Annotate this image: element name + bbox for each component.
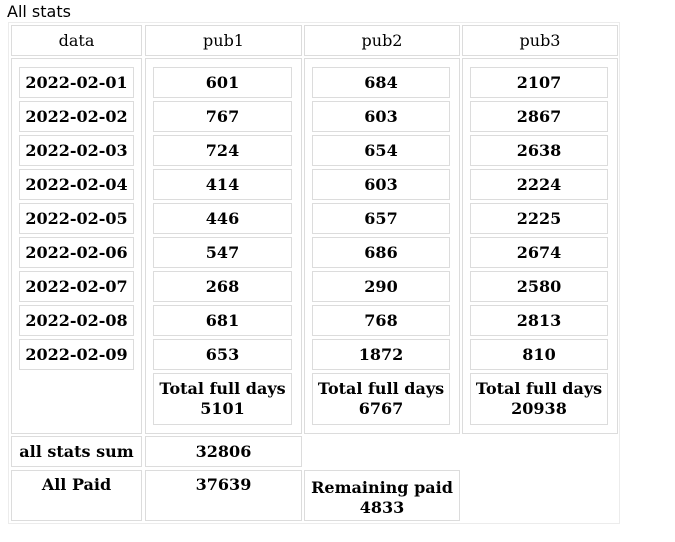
date-cell: 2022-02-07	[19, 271, 134, 302]
value-cell: 2867	[470, 101, 608, 132]
pub3-column: 2107 2867 2638 2224 2225 2674 2580 2813 810 Total…	[462, 58, 618, 434]
total-cell: Total full days 20938	[470, 373, 608, 425]
remaining-paid-cell: Remaining paid 4833	[304, 470, 460, 521]
value-cell: 268	[153, 271, 292, 302]
dates-column: 2022-02-01 2022-02-02 2022-02-03 2022-02-04…	[11, 58, 142, 434]
value-cell: 2674	[470, 237, 608, 268]
total-label: Total full days	[475, 379, 603, 398]
value-cell: 446	[153, 203, 292, 234]
pub2-column: 684 603 654 603 657 686 290 768 1872 Total full d…	[304, 58, 460, 434]
total-label: Total full days	[159, 379, 286, 398]
value-cell: 686	[312, 237, 450, 268]
value-cell: 681	[153, 305, 292, 336]
total-cell: Total full days 5101	[153, 373, 292, 425]
value-cell: 684	[312, 67, 450, 98]
header-data: data	[11, 25, 142, 56]
value-cell: 657	[312, 203, 450, 234]
remaining-paid-label: Remaining paid	[311, 477, 453, 497]
value-cell: 768	[312, 305, 450, 336]
value-cell: 603	[312, 101, 450, 132]
remaining-paid-value: 4833	[359, 497, 405, 517]
page-caption: All stats	[7, 2, 71, 21]
total-label: Total full days	[317, 379, 445, 398]
all-stats-sum-label: all stats sum	[11, 436, 142, 467]
value-cell: 290	[312, 271, 450, 302]
value-cell: 2225	[470, 203, 608, 234]
all-paid-value: 37639	[145, 470, 302, 521]
all-stats-sum-value: 32806	[145, 436, 302, 467]
value-cell: 603	[312, 169, 450, 200]
date-cell: 2022-02-04	[19, 169, 134, 200]
value-cell: 2813	[470, 305, 608, 336]
stats-table: data pub1 pub2 pub3 2022-02-01 2022-02-02…	[8, 22, 620, 524]
value-cell: 547	[153, 237, 292, 268]
total-value: 20938	[511, 399, 567, 418]
value-cell: 1872	[312, 339, 450, 370]
value-cell: 810	[470, 339, 608, 370]
date-cell: 2022-02-03	[19, 135, 134, 166]
value-cell: 414	[153, 169, 292, 200]
value-cell: 2638	[470, 135, 608, 166]
date-cell: 2022-02-08	[19, 305, 134, 336]
all-paid-label: All Paid	[11, 470, 142, 521]
header-pub3: pub3	[462, 25, 618, 56]
value-cell: 653	[153, 339, 292, 370]
pub1-column: 601 767 724 414 446 547 268 681 653 Total full da…	[145, 58, 302, 434]
value-cell: 2224	[470, 169, 608, 200]
date-cell: 2022-02-02	[19, 101, 134, 132]
date-cell: 2022-02-09	[19, 339, 134, 370]
value-cell: 2107	[470, 67, 608, 98]
total-value: 6767	[358, 399, 404, 418]
header-pub2: pub2	[304, 25, 460, 56]
date-cell: 2022-02-05	[19, 203, 134, 234]
date-cell: 2022-02-01	[19, 67, 134, 98]
value-cell: 767	[153, 101, 292, 132]
total-cell: Total full days 6767	[312, 373, 450, 425]
total-value: 5101	[200, 399, 245, 418]
date-cell: 2022-02-06	[19, 237, 134, 268]
header-pub1: pub1	[145, 25, 302, 56]
value-cell: 2580	[470, 271, 608, 302]
value-cell: 601	[153, 67, 292, 98]
value-cell: 724	[153, 135, 292, 166]
value-cell: 654	[312, 135, 450, 166]
